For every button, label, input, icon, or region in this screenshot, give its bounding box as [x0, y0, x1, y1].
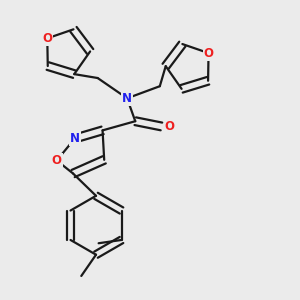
- Text: O: O: [42, 32, 52, 45]
- Text: O: O: [204, 46, 214, 60]
- Text: O: O: [52, 154, 62, 167]
- Text: N: N: [122, 92, 132, 105]
- Text: N: N: [70, 132, 80, 145]
- Text: O: O: [165, 120, 175, 133]
